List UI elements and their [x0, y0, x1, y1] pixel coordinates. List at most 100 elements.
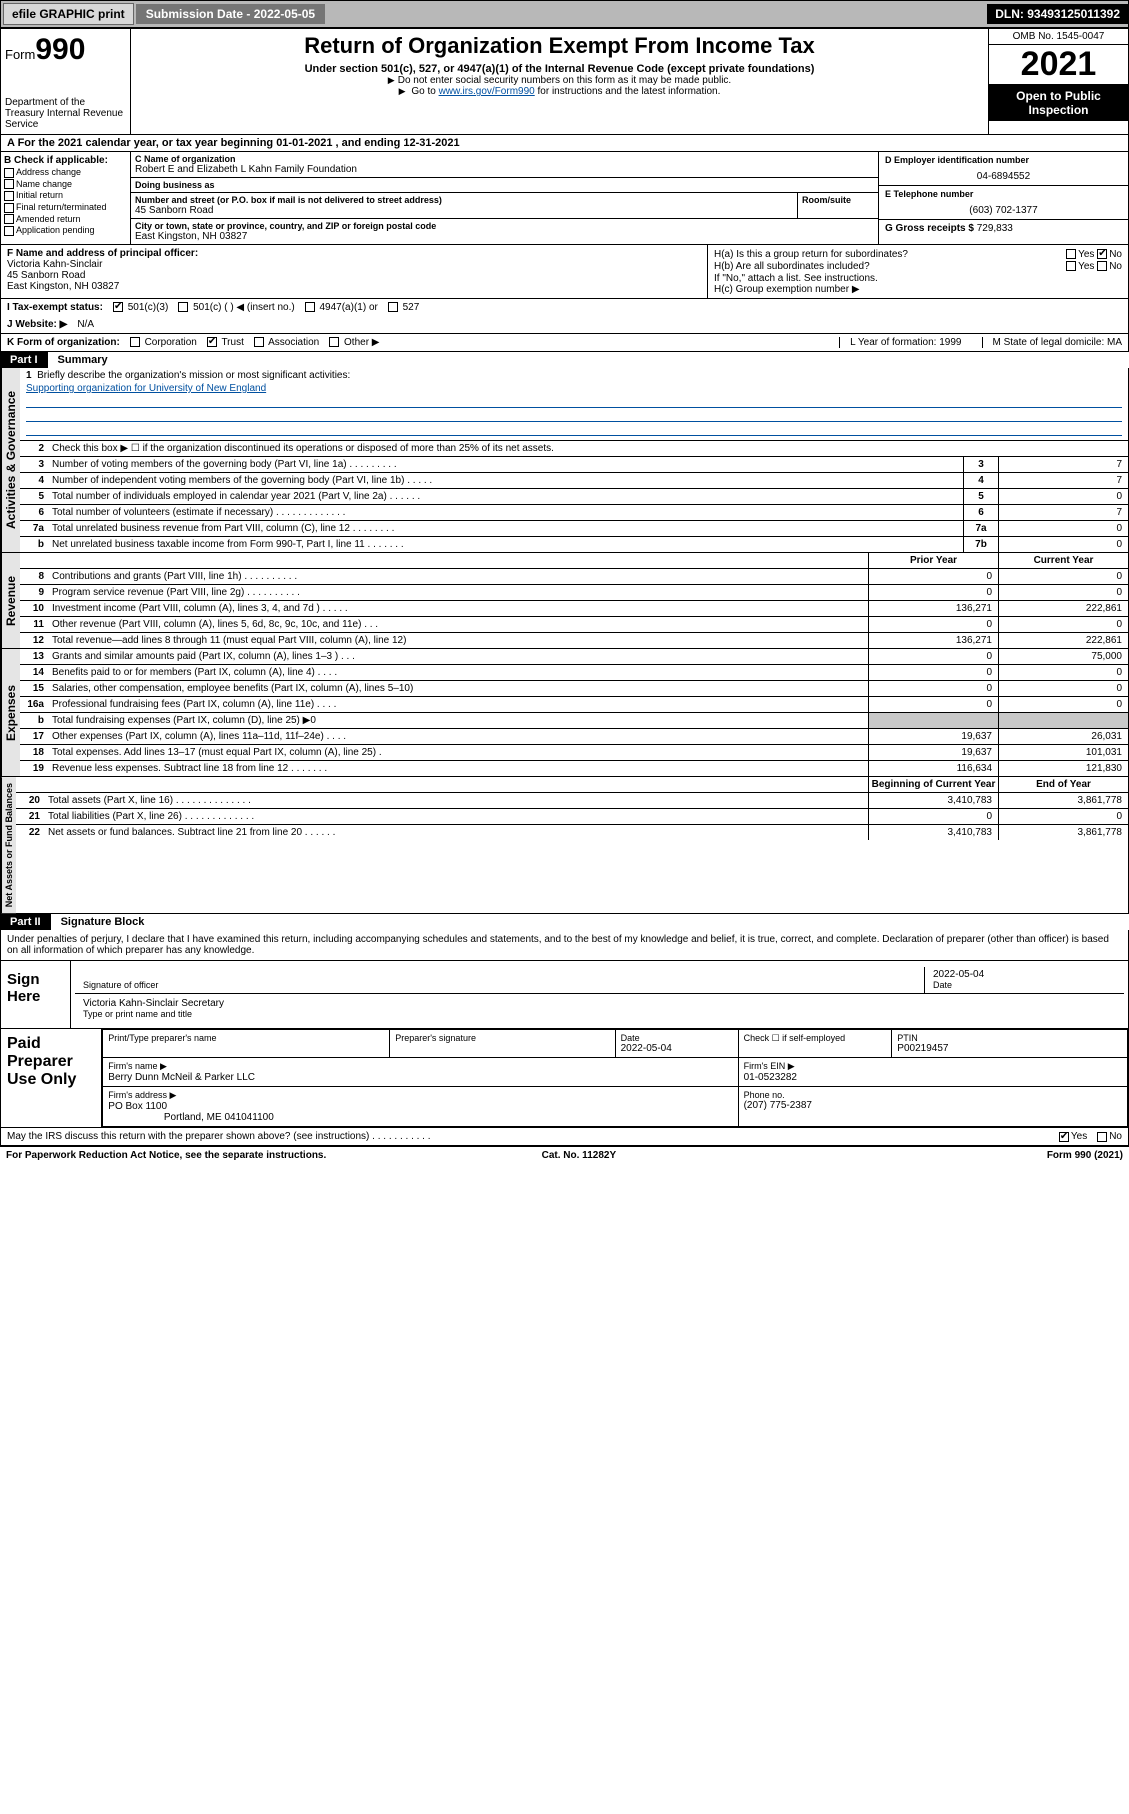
chk-amended-return[interactable]: Amended return: [4, 214, 127, 225]
tax-year: 2021: [989, 45, 1128, 85]
state-domicile: M State of legal domicile: MA: [982, 337, 1123, 348]
two-col-header: Prior Year Current Year: [20, 553, 1128, 569]
sign-here-block: Sign Here Signature of officer 2022-05-0…: [0, 961, 1129, 1029]
line-19: 19Revenue less expenses. Subtract line 1…: [20, 761, 1128, 776]
footer: For Paperwork Reduction Act Notice, see …: [0, 1146, 1129, 1164]
form-title: Return of Organization Exempt From Incom…: [135, 33, 984, 59]
row-j-website: J Website: ▶ N/A: [0, 316, 1129, 334]
col-c: C Name of organization Robert E and Eliz…: [131, 152, 878, 244]
chk-initial-return[interactable]: Initial return: [4, 190, 127, 201]
open-public-badge: Open to Public Inspection: [989, 85, 1128, 121]
block-fh: F Name and address of principal officer:…: [0, 245, 1129, 299]
officer-name-row: Victoria Kahn-Sinclair SecretaryType or …: [75, 996, 1124, 1022]
side-label-netassets: Net Assets or Fund Balances: [1, 777, 16, 913]
officer-signature-row: Signature of officer 2022-05-04Date: [75, 967, 1124, 994]
side-label-expenses: Expenses: [1, 649, 20, 776]
chk-final-return[interactable]: Final return/terminated: [4, 202, 127, 213]
form-ref: Form 990 (2021): [1047, 1150, 1123, 1161]
irs-discuss-row: May the IRS discuss this return with the…: [0, 1128, 1129, 1146]
chk-501c[interactable]: 501(c) ( ) ◀ (insert no.): [178, 302, 294, 313]
top-bar: efile GRAPHIC print Submission Date - 20…: [0, 0, 1129, 28]
line-8: 8Contributions and grants (Part VIII, li…: [20, 569, 1128, 585]
gov-line-7a: 7aTotal unrelated business revenue from …: [20, 521, 1128, 537]
col-b-header: B Check if applicable:: [4, 155, 127, 166]
line-17: 17Other expenses (Part IX, column (A), l…: [20, 729, 1128, 745]
chk-name-change[interactable]: Name change: [4, 179, 127, 190]
chk-corp[interactable]: Corporation: [130, 337, 197, 348]
city-field: City or town, state or province, country…: [131, 219, 878, 244]
chk-trust[interactable]: Trust: [207, 337, 244, 348]
line-1-mission: 1 Briefly describe the organization's mi…: [20, 368, 1128, 441]
telephone-field: E Telephone number (603) 702-1377: [879, 186, 1128, 220]
revenue-section: Revenue Prior Year Current Year 8Contrib…: [0, 553, 1129, 649]
chk-501c3[interactable]: 501(c)(3): [113, 302, 168, 313]
form-number: Form990: [5, 33, 126, 67]
line-15: 15Salaries, other compensation, employee…: [20, 681, 1128, 697]
ssn-warning: Do not enter social security numbers on …: [135, 75, 984, 86]
chk-application-pending[interactable]: Application pending: [4, 225, 127, 236]
row-k: K Form of organization: Corporation Trus…: [0, 334, 1129, 352]
paperwork-notice: For Paperwork Reduction Act Notice, see …: [6, 1150, 326, 1161]
header-right: OMB No. 1545-0047 2021 Open to Public In…: [988, 29, 1128, 134]
line-12: 12Total revenue—add lines 8 through 11 (…: [20, 633, 1128, 648]
instructions-link-line: Go to www.irs.gov/Form990 for instructio…: [135, 86, 984, 97]
chk-other[interactable]: Other ▶: [329, 337, 379, 348]
sign-here-label: Sign Here: [1, 961, 71, 1028]
chk-address-change[interactable]: Address change: [4, 167, 127, 178]
gross-receipts-field: G Gross receipts $ 729,833: [879, 220, 1128, 237]
expenses-section: Expenses 13Grants and similar amounts pa…: [0, 649, 1129, 777]
chk-527[interactable]: 527: [388, 302, 419, 313]
declaration-text: Under penalties of perjury, I declare th…: [0, 930, 1129, 961]
street-field: Number and street (or P.O. box if mail i…: [131, 193, 798, 219]
line-2: 2 Check this box ▶ ☐ if the organization…: [20, 441, 1128, 457]
discuss-yes[interactable]: Yes: [1059, 1131, 1087, 1142]
line-21: 21Total liabilities (Part X, line 26) . …: [16, 809, 1128, 825]
dept-label: Department of the Treasury Internal Reve…: [5, 97, 126, 130]
chk-4947[interactable]: 4947(a)(1) or: [305, 302, 378, 313]
gov-line-4: 4Number of independent voting members of…: [20, 473, 1128, 489]
h-b-note: If "No," attach a list. See instructions…: [714, 273, 1122, 284]
paid-preparer-label: Paid Preparer Use Only: [1, 1029, 102, 1127]
form-header: Form990 Department of the Treasury Inter…: [0, 28, 1129, 135]
line-11: 11Other revenue (Part VIII, column (A), …: [20, 617, 1128, 633]
line-13: 13Grants and similar amounts paid (Part …: [20, 649, 1128, 665]
side-label-governance: Activities & Governance: [1, 368, 20, 552]
net-assets-section: Net Assets or Fund Balances Beginning of…: [0, 777, 1129, 914]
efile-print-button[interactable]: efile GRAPHIC print: [3, 3, 134, 25]
col-b-checkboxes: B Check if applicable: Address change Na…: [1, 152, 131, 244]
line-20: 20Total assets (Part X, line 16) . . . .…: [16, 793, 1128, 809]
part-1-body: Activities & Governance 1 Briefly descri…: [0, 368, 1129, 553]
discuss-no[interactable]: No: [1097, 1131, 1122, 1142]
irs-link[interactable]: www.irs.gov/Form990: [439, 86, 535, 97]
line-18: 18Total expenses. Add lines 13–17 (must …: [20, 745, 1128, 761]
mission-text: Supporting organization for University o…: [26, 383, 1122, 394]
h-c: H(c) Group exemption number ▶: [714, 284, 1122, 295]
gov-line-b: bNet unrelated business taxable income f…: [20, 537, 1128, 552]
line-22: 22Net assets or fund balances. Subtract …: [16, 825, 1128, 840]
org-name-field: C Name of organization Robert E and Eliz…: [131, 152, 878, 178]
block-h: H(a) Is this a group return for subordin…: [708, 245, 1128, 298]
submission-date-label: Submission Date - 2022-05-05: [136, 4, 325, 24]
side-label-revenue: Revenue: [1, 553, 20, 648]
gov-line-5: 5Total number of individuals employed in…: [20, 489, 1128, 505]
ein-field: D Employer identification number 04-6894…: [879, 152, 1128, 186]
na-header: Beginning of Current Year End of Year: [16, 777, 1128, 793]
chk-assoc[interactable]: Association: [254, 337, 319, 348]
dln-field: DLN: 93493125011392: [987, 4, 1128, 24]
part-1-header: Part I Summary: [0, 352, 1129, 368]
omb-number: OMB No. 1545-0047: [989, 29, 1128, 45]
line-b: bTotal fundraising expenses (Part IX, co…: [20, 713, 1128, 729]
part-2-header: Part II Signature Block: [0, 914, 1129, 930]
gov-line-6: 6Total number of volunteers (estimate if…: [20, 505, 1128, 521]
preparer-table: Print/Type preparer's name Preparer's si…: [102, 1029, 1128, 1127]
block-bcd: B Check if applicable: Address change Na…: [0, 152, 1129, 245]
gov-line-3: 3Number of voting members of the governi…: [20, 457, 1128, 473]
cat-no: Cat. No. 11282Y: [542, 1150, 616, 1161]
line-10: 10Investment income (Part VIII, column (…: [20, 601, 1128, 617]
h-b: H(b) Are all subordinates included? Yes …: [714, 261, 1122, 272]
line-9: 9Program service revenue (Part VIII, lin…: [20, 585, 1128, 601]
principal-officer: F Name and address of principal officer:…: [1, 245, 708, 298]
header-left: Form990 Department of the Treasury Inter…: [1, 29, 131, 134]
row-i-tax-exempt: I Tax-exempt status: 501(c)(3) 501(c) ( …: [0, 299, 1129, 316]
form-subtitle: Under section 501(c), 527, or 4947(a)(1)…: [135, 63, 984, 75]
